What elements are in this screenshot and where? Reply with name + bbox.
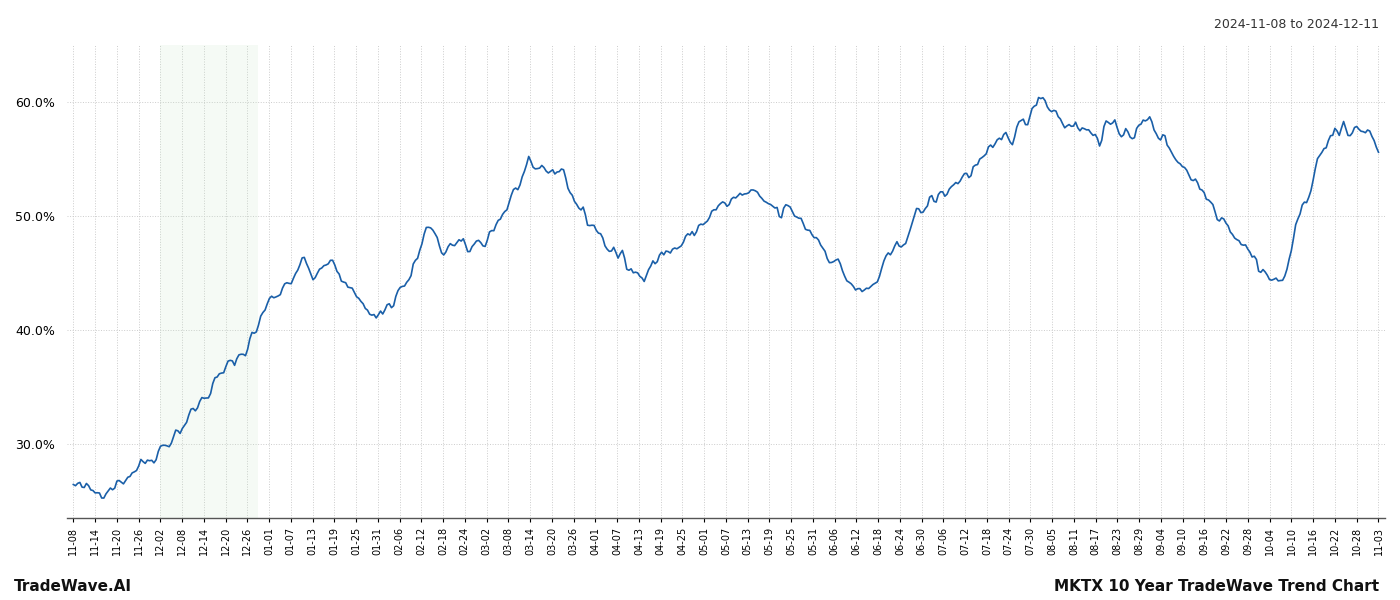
Text: MKTX 10 Year TradeWave Trend Chart: MKTX 10 Year TradeWave Trend Chart xyxy=(1054,579,1379,594)
Text: 2024-11-08 to 2024-12-11: 2024-11-08 to 2024-12-11 xyxy=(1214,18,1379,31)
Text: TradeWave.AI: TradeWave.AI xyxy=(14,579,132,594)
Bar xyxy=(161,45,258,518)
